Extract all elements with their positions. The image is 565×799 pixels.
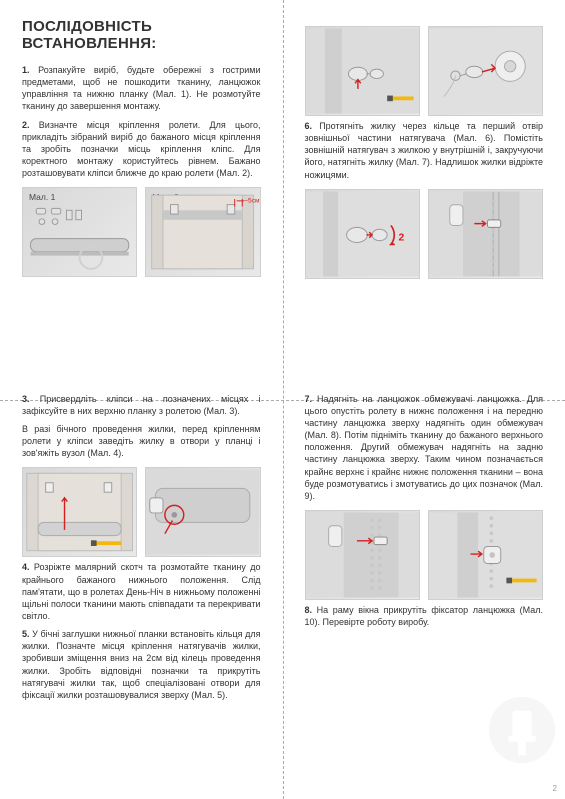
watermark-icon <box>483 691 561 771</box>
step-4: 4. Розріжте малярний скотч та розмотайте… <box>22 561 261 622</box>
step-1-num: 1. <box>22 65 30 75</box>
figure-10: Мал. 10 <box>428 510 543 600</box>
rotate-label: 2 <box>398 232 404 243</box>
step-7: 7. Надягніть на ланцюжок обмежувачі ланц… <box>305 393 544 502</box>
step-7-text: Надягніть на ланцюжок обмежувачі ланцюжк… <box>305 394 544 501</box>
step-1: 1. Розпакуйте виріб, будьте обережні з г… <box>22 64 261 113</box>
figure-2: Мал. 2 ~5см <box>145 187 260 277</box>
page-title: ПОСЛІДОВНІСТЬ ВСТАНОВЛЕННЯ: <box>22 18 261 52</box>
step-5-text: У бічні заглушки нижньої планки встанові… <box>22 629 261 700</box>
step-5: 5. У бічні заглушки нижньої планки встан… <box>22 628 261 701</box>
quadrant-top-right: Мал. 5 Мал. 6 <box>283 0 565 375</box>
step-3-num: 3. <box>22 394 30 404</box>
step-2: 2. Визначте місця кріплення ролети. Для … <box>22 119 261 180</box>
step-4-text: Розріжте малярний скотч та розмотайте тк… <box>22 562 261 621</box>
figrow-5-6: Мал. 5 Мал. 6 <box>305 26 544 116</box>
step-4-num: 4. <box>22 562 30 572</box>
figrow-1-2: Мал. 1 Мал. 2 <box>22 187 261 277</box>
quadrant-top-left: ПОСЛІДОВНІСТЬ ВСТАНОВЛЕННЯ: 1. Розпакуйт… <box>0 0 283 375</box>
step-8-num: 8. <box>305 605 313 615</box>
step-6-num: 6. <box>305 121 313 131</box>
step-3b: В разі бічного проведення жилки, перед к… <box>22 423 261 459</box>
step-8: 8. На раму вікна прикрутіть фіксатор лан… <box>305 604 544 628</box>
figure-4: Мал. 4 Мал. 4 <box>145 467 260 557</box>
step-6: 6. Протягніть жилку через кільце та перш… <box>305 120 544 181</box>
step-5-num: 5. <box>22 629 30 639</box>
step-2-num: 2. <box>22 120 30 130</box>
quadrant-bottom-right: 7. Надягніть на ланцюжок обмежувачі ланц… <box>283 375 565 799</box>
figure-5: Мал. 5 <box>305 26 420 116</box>
step-6-text: Протягніть жилку через кільце та перший … <box>305 121 544 180</box>
figure-7: Мал. 7 2 <box>305 189 420 279</box>
figure-3: Мал. 3 <box>22 467 137 557</box>
step-3: 3. Присвердліть кліпси на позначених міс… <box>22 393 261 417</box>
dim-label: ~5см <box>244 198 259 205</box>
figrow-9-10: Мал. 9 Мал. 10 <box>305 510 544 600</box>
figrow-3-4: Мал. 3 Мал. 4 Мал. 4 <box>22 467 261 557</box>
quadrant-bottom-left: 3. Присвердліть кліпси на позначених міс… <box>0 375 283 799</box>
step-3-text: Присвердліть кліпси на позначених місцях… <box>22 394 261 416</box>
step-2-text: Визначте місця кріплення ролети. Для цьо… <box>22 120 261 179</box>
figure-8: Мал. 8 <box>428 189 543 279</box>
figrow-7-8: Мал. 7 2 Мал. 8 <box>305 189 544 279</box>
step-8-text: На раму вікна прикрутіть фіксатор ланцюж… <box>305 605 544 627</box>
figure-1: Мал. 1 <box>22 187 137 277</box>
figure-9: Мал. 9 <box>305 510 420 600</box>
step-1-text: Розпакуйте виріб, будьте обережні з гост… <box>22 65 261 111</box>
page-number: 2 <box>553 784 557 793</box>
step-7-num: 7. <box>305 394 313 404</box>
figure-6: Мал. 6 <box>428 26 543 116</box>
